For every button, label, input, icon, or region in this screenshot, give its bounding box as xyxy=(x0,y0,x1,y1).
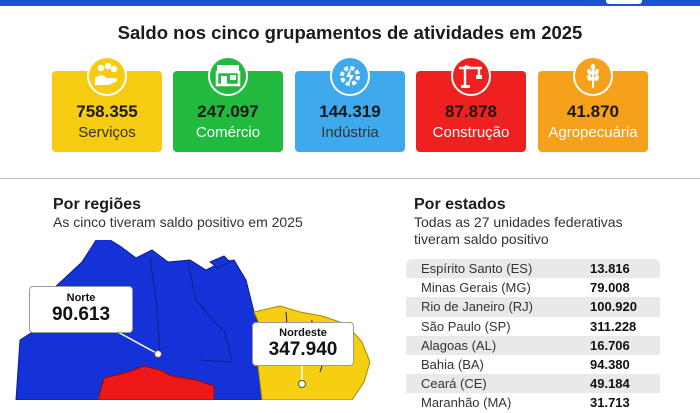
state-name: Maranhão (MA) xyxy=(421,395,512,411)
callout-region-value: 90.613 xyxy=(51,304,111,325)
table-row: Rio de Janeiro (RJ) 100.920 xyxy=(406,297,660,317)
card-value: 758.355 xyxy=(76,102,138,121)
gear-lightning-icon xyxy=(330,56,370,96)
states-subtitle: Todas as 27 unidades federativas tiveram… xyxy=(414,214,623,247)
state-value: 94.380 xyxy=(590,356,630,372)
card-label: Construção xyxy=(432,124,510,141)
state-name: Ceará (CE) xyxy=(421,376,487,392)
table-row: Minas Gerais (MG) 79.008 xyxy=(406,278,660,297)
card-servicos: 758.355 Serviços xyxy=(52,56,162,152)
state-value: 16.706 xyxy=(590,337,630,353)
state-value: 311.228 xyxy=(590,318,637,334)
crane-icon xyxy=(451,56,491,96)
card-industria: 144.319 Indústria xyxy=(295,56,405,152)
callout-region-name: Norte xyxy=(66,292,96,304)
store-icon xyxy=(208,56,248,96)
card-construcao: 87.878 Construção xyxy=(416,56,526,152)
page-title: Saldo nos cinco grupamentos de atividade… xyxy=(117,22,583,43)
card-value: 144.319 xyxy=(319,102,381,121)
regions-title: Por regiões xyxy=(53,196,142,213)
card-value: 41.870 xyxy=(567,102,619,121)
card-label: Serviços xyxy=(78,124,136,141)
state-name: São Paulo (SP) xyxy=(421,318,511,334)
state-name: Alagoas (AL) xyxy=(421,337,497,353)
state-value: 13.816 xyxy=(590,261,630,276)
state-value: 31.713 xyxy=(590,395,630,411)
table-row: Bahia (BA) 94.380 xyxy=(406,355,660,374)
callout-region-name: Nordeste xyxy=(279,327,327,339)
callout-region-value: 347.940 xyxy=(268,339,338,360)
table-row: Ceará (CE) 49.184 xyxy=(406,374,660,394)
map-region-centro-oeste xyxy=(97,365,215,400)
state-value: 49.184 xyxy=(590,376,630,392)
regions-subtitle: As cinco tiveram saldo positivo em 2025 xyxy=(53,214,303,230)
table-row: Maranhão (MA) 31.713 xyxy=(406,393,660,412)
top-bar-tab xyxy=(606,0,642,4)
card-value: 87.878 xyxy=(445,102,497,121)
state-name: Minas Gerais (MG) xyxy=(421,280,531,296)
table-row: São Paulo (SP) 311.228 xyxy=(406,317,660,336)
card-value: 247.097 xyxy=(197,102,259,121)
state-value: 100.920 xyxy=(590,299,637,315)
card-comercio: 247.097 Comércio xyxy=(173,56,283,152)
states-title: Por estados xyxy=(414,196,506,213)
wheat-icon xyxy=(573,56,613,96)
callout-nordeste: Nordeste 347.940 xyxy=(252,322,354,366)
callout-norte: Norte 90.613 xyxy=(29,286,133,333)
card-label: Comércio xyxy=(195,124,261,141)
card-label: Agropecuária xyxy=(548,124,638,141)
state-value: 79.008 xyxy=(590,280,630,296)
top-bar xyxy=(0,0,700,6)
state-name: Espírito Santo (ES) xyxy=(421,261,533,276)
hand-coins-icon xyxy=(87,56,127,96)
state-name: Bahia (BA) xyxy=(421,356,484,372)
states-table: Espírito Santo (ES) 13.816 Minas Gerais (… xyxy=(406,259,660,413)
card-label: Indústria xyxy=(321,124,379,141)
table-row: Alagoas (AL) 16.706 xyxy=(406,335,660,355)
section-divider xyxy=(0,178,700,179)
map-region-norte-islands xyxy=(209,255,231,269)
card-agropecuaria: 41.870 Agropecuária xyxy=(538,56,648,152)
state-name: Rio de Janeiro (RJ) xyxy=(421,299,533,315)
table-row: Espírito Santo (ES) 13.816 xyxy=(406,259,660,279)
